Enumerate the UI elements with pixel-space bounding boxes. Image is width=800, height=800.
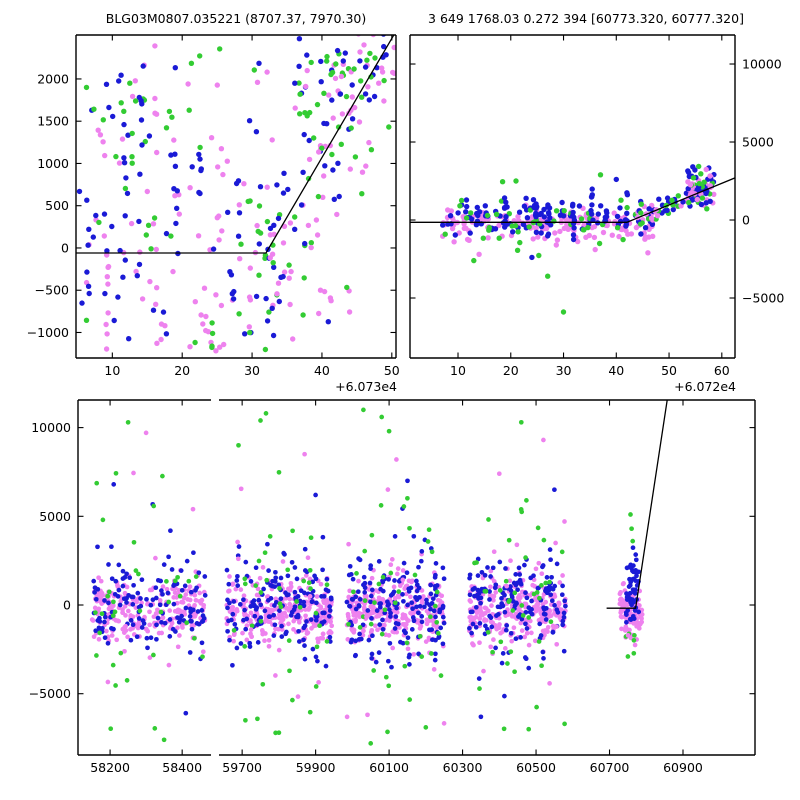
x-tick-label: 60: [714, 363, 730, 378]
y-tick-label: −1000: [27, 325, 69, 340]
x-tick-label: 40: [608, 363, 624, 378]
y-tick-label: 1500: [37, 114, 69, 129]
y-tick-label: 0: [63, 598, 71, 613]
panel-bottom-right-segment: 59700 59900 60100 60300 60500 60700 60900: [219, 399, 756, 775]
x-tick-label: 30: [556, 363, 572, 378]
model-line: [76, 35, 395, 254]
panel-bottom-right-segment-points: [224, 400, 668, 746]
model-line: [410, 177, 735, 223]
x-tick-label: 50: [661, 363, 677, 378]
x-axis-offset-label: +6.073e4: [335, 379, 397, 394]
x-tick-label: 40: [314, 363, 330, 378]
panel-bottom-left-segment-points: [89, 419, 208, 743]
y-tick-label: −5000: [29, 686, 71, 701]
x-tick-label: 10: [104, 363, 120, 378]
x-tick-label: 60300: [443, 760, 483, 775]
panel-top-right: 10 20 30 40 50 60 −5000 0 5000 10000 +6.072e4: [409, 34, 784, 394]
panel-top-left-points: [76, 35, 396, 354]
model-line: [606, 400, 668, 609]
y-tick-label: 0: [61, 240, 69, 255]
y-tick-label: −500: [35, 283, 69, 298]
x-tick-label: 59700: [222, 760, 262, 775]
panel-bottom-left-segment: 58200 58400 −5000 0 5000 10000: [29, 399, 211, 775]
x-tick-label: 20: [174, 363, 190, 378]
x-tick-label: 60900: [663, 760, 703, 775]
y-tick-label: 10000: [31, 420, 71, 435]
y-tick-label: 0: [742, 213, 750, 228]
panel-top-left: 10 20 30 40 50 −1000 −500 0 500 1000 1500 2000 +6.07…: [27, 34, 400, 394]
y-tick-label: 5000: [39, 509, 71, 524]
y-tick-label: −5000: [742, 291, 784, 306]
x-tick-label: 60100: [369, 760, 409, 775]
x-tick-label: 58200: [90, 760, 130, 775]
x-tick-label: 50: [384, 363, 400, 378]
x-axis-offset-label: +6.072e4: [674, 379, 736, 394]
figure-title-right: 3 649 1768.03 0.272 394 [60773.320, 6077…: [428, 11, 744, 26]
x-tick-label: 60500: [516, 760, 556, 775]
y-tick-label: 5000: [742, 135, 774, 150]
x-tick-label: 59900: [296, 760, 336, 775]
x-tick-label: 20: [503, 363, 519, 378]
y-tick-label: 2000: [37, 71, 69, 86]
panel-top-right-points: [410, 163, 735, 315]
figure-title-left: BLG03M0807.035221 (8707.37, 7970.30): [105, 11, 367, 26]
y-tick-label: 1000: [37, 156, 69, 171]
x-tick-label: 30: [244, 363, 260, 378]
x-tick-label: 60700: [590, 760, 630, 775]
x-tick-label: 58400: [162, 760, 202, 775]
y-tick-label: 500: [45, 198, 69, 213]
y-tick-label: 10000: [742, 57, 782, 72]
x-tick-label: 10: [450, 363, 466, 378]
